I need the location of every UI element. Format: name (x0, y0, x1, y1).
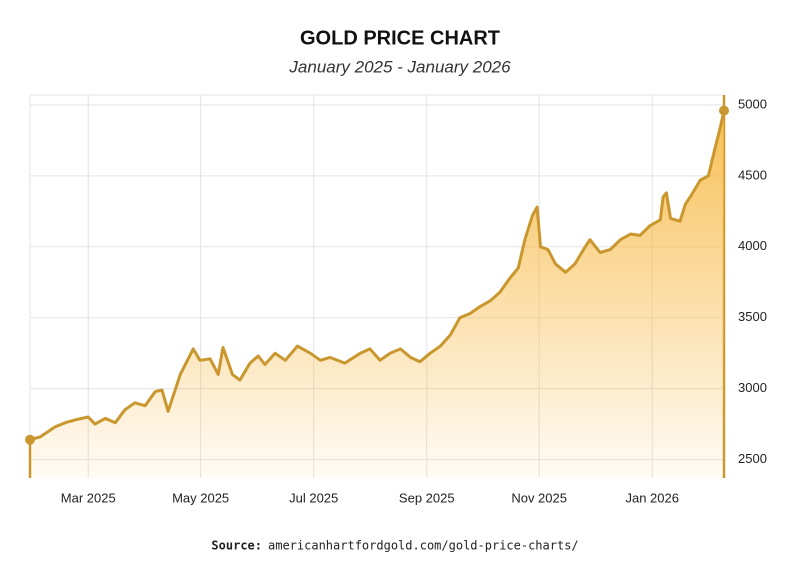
source-text: americanhartfordgold.com/gold-price-char… (268, 539, 579, 553)
y-tick-label: 4500 (738, 167, 767, 182)
x-tick-label: May 2025 (172, 490, 229, 505)
end-point (719, 105, 729, 116)
chart-title: GOLD PRICE CHART (300, 27, 500, 49)
x-tick-label: Sep 2025 (399, 490, 455, 505)
chart-subtitle: January 2025 - January 2026 (288, 57, 511, 76)
x-tick-label: Jan 2026 (625, 490, 679, 505)
end-point (25, 434, 35, 445)
source-label: Source: (211, 539, 262, 553)
y-tick-label: 5000 (738, 96, 767, 111)
x-tick-label: Mar 2025 (61, 490, 116, 505)
y-tick-label: 4000 (738, 238, 767, 253)
y-tick-label: 2500 (738, 451, 767, 466)
x-tick-label: Jul 2025 (289, 490, 338, 505)
y-tick-label: 3500 (738, 309, 767, 324)
y-tick-label: 3000 (738, 380, 767, 395)
price-line (29, 110, 726, 442)
area-fill (30, 110, 724, 478)
x-tick-label: Nov 2025 (511, 490, 567, 505)
